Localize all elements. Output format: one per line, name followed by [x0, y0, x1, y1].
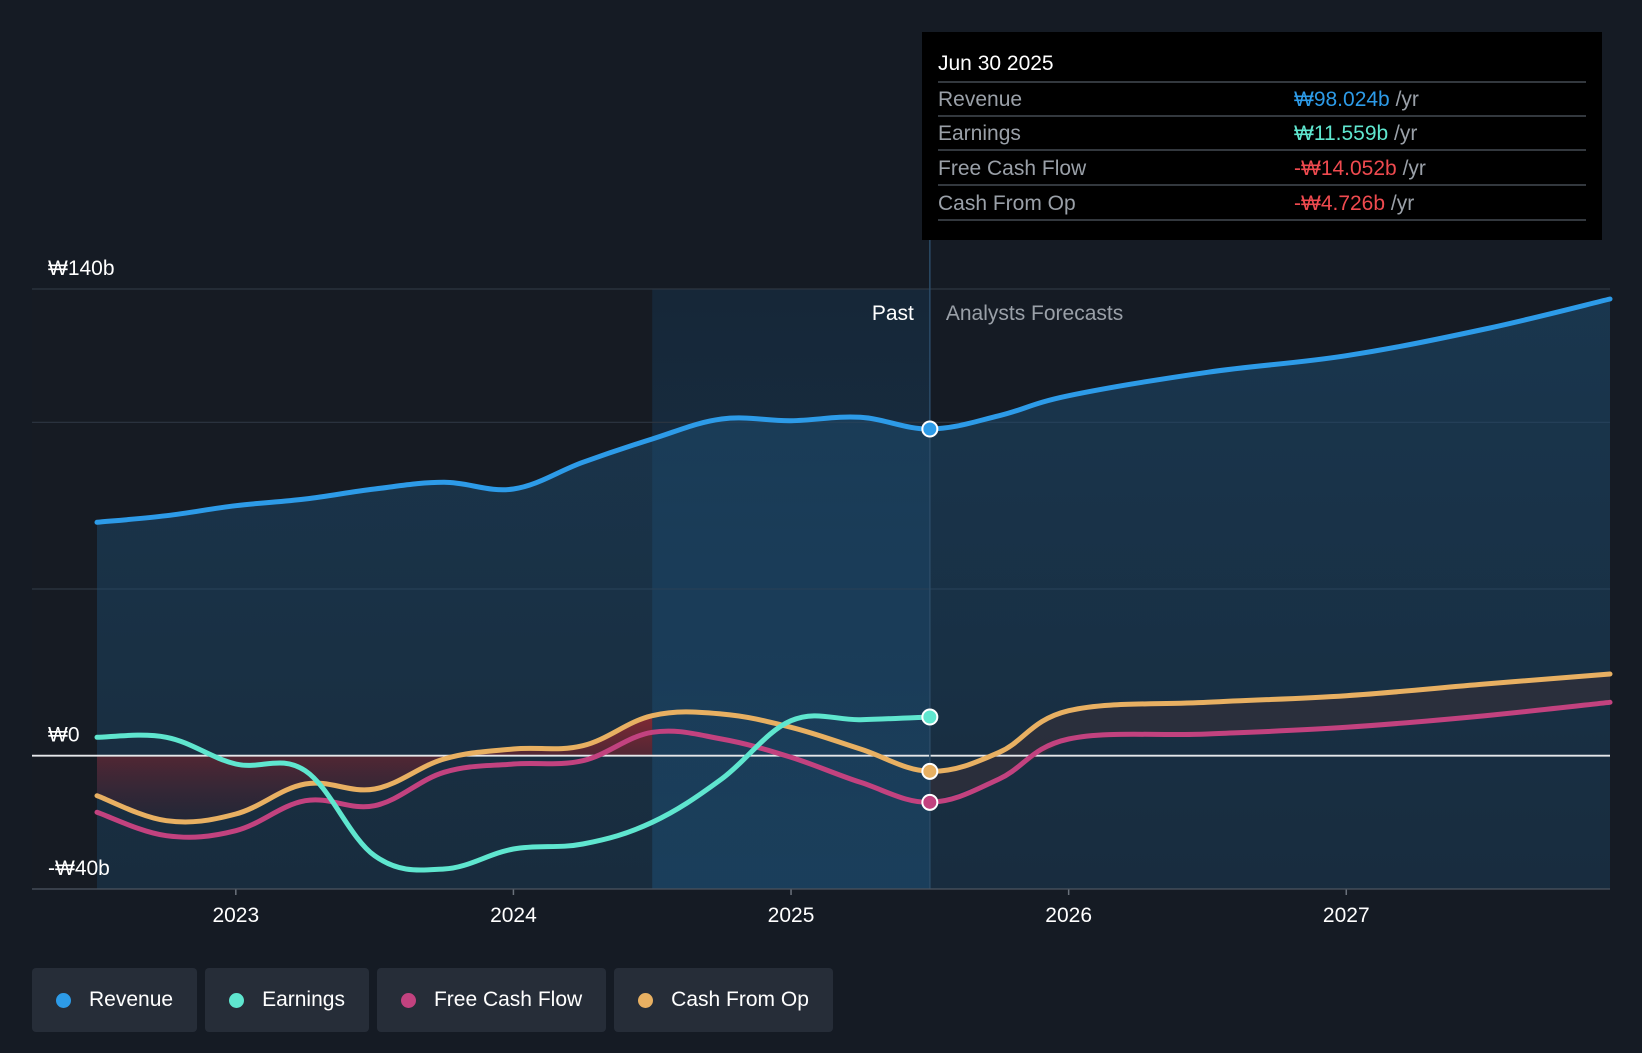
- x-tick-label: 2023: [212, 904, 259, 927]
- earnings-line: [94, 713, 933, 873]
- forecast-label: Analysts Forecasts: [946, 302, 1123, 325]
- legend-item-earnings[interactable]: Earnings: [205, 968, 369, 1032]
- legend-item-free-cash-flow[interactable]: Free Cash Flow: [376, 968, 607, 1032]
- free-cash-flow-marker: [921, 793, 939, 811]
- tooltip-row-label: Free Cash Flow: [938, 157, 1087, 180]
- legend-label: Revenue: [89, 988, 174, 1011]
- revenue-area: [97, 299, 1610, 889]
- revenue-line: [94, 296, 1613, 525]
- axis-layer: ₩140b ₩0 -₩40b 2023 2024 2025 2026 2027: [32, 257, 1610, 927]
- legend-label: Earnings: [262, 988, 345, 1011]
- tooltip-row-label: Revenue: [938, 88, 1022, 111]
- legend-label: Free Cash Flow: [433, 988, 583, 1011]
- free-cash-flow-line: [94, 699, 1613, 840]
- revenue-dot-icon: [56, 992, 71, 1008]
- tooltip-row-value: -₩14.052b /yr: [1294, 157, 1426, 180]
- cash-from-op-marker: [921, 762, 939, 780]
- y-tick-label: ₩0: [48, 724, 80, 747]
- cash-from-op-dot-icon: [638, 992, 654, 1008]
- free-cash-flow-dot-icon: [400, 992, 416, 1008]
- tooltip-row-label: Cash From Op: [938, 192, 1076, 215]
- tooltip-date: Jun 30 2025: [938, 52, 1054, 75]
- negative-area: [97, 715, 653, 822]
- legend-item-cash-from-op[interactable]: Cash From Op: [614, 968, 833, 1032]
- tooltip-background: [922, 32, 1602, 240]
- tooltip-row-label: Earnings: [938, 122, 1021, 145]
- marker-layer: [921, 420, 939, 811]
- x-tick-label: 2027: [1323, 904, 1370, 927]
- line-layer: [94, 296, 1613, 873]
- earnings-marker: [921, 708, 939, 726]
- tooltip-rows: Revenue ₩98.024b /yr Earnings ₩11.559b /yr F…: [938, 81, 1586, 221]
- legend-label: Cash From Op: [671, 988, 809, 1011]
- legend-item-revenue[interactable]: Revenue: [32, 968, 198, 1032]
- x-tick-label: 2026: [1045, 904, 1092, 927]
- y-tick-label: -₩40b: [48, 857, 110, 880]
- past-label: Past: [872, 302, 914, 325]
- x-tick-label: 2024: [490, 904, 537, 927]
- tooltip: Jun 30 2025 Revenue ₩98.024b /yr Earnings ₩…: [922, 32, 1602, 240]
- label-layer: Past Analysts Forecasts: [872, 302, 1123, 325]
- legend: Revenue Earnings Free Cash Flow Cash Fro…: [32, 968, 833, 1032]
- revenue-marker: [921, 420, 939, 438]
- x-tick-label: 2025: [768, 904, 815, 927]
- zero-layer: [32, 240, 1610, 889]
- tooltip-row-value: -₩4.726b /yr: [1294, 192, 1414, 215]
- earnings-dot-icon: [229, 992, 245, 1008]
- cash-from-op-line: [94, 671, 1613, 825]
- y-tick-label: ₩140b: [48, 257, 115, 280]
- tooltip-row-value: ₩98.024b /yr: [1294, 88, 1419, 111]
- tooltip-row-value: ₩11.559b /yr: [1294, 122, 1417, 145]
